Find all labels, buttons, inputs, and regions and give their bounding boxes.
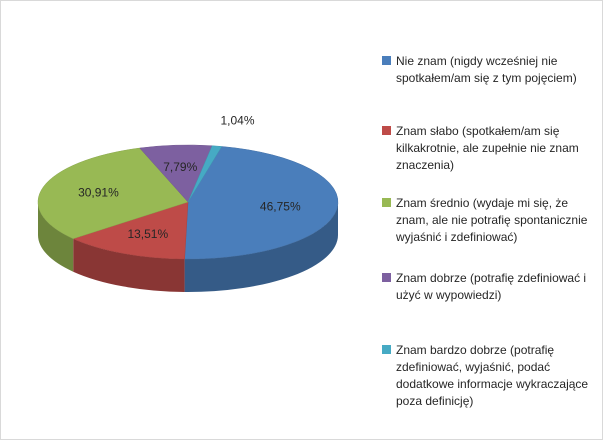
legend-swatch-1	[382, 56, 391, 65]
data-label-4: 7,79%	[163, 160, 197, 174]
legend-swatch-5	[382, 345, 391, 354]
slice-side-2	[73, 238, 185, 292]
legend-item-1: Nie znam (nigdy wcześniej nie spotkałem/…	[382, 53, 592, 87]
pie-chart: 46,75% 13,51% 30,91% 7,79% 1,04%	[37, 113, 339, 292]
legend-label-2: Znam słabo (spotkałem/am się kilkakrotni…	[396, 124, 579, 172]
legend-swatch-4	[382, 273, 391, 282]
legend-item-5: Znam bardzo dobrze (potrafię zdefiniować…	[382, 342, 592, 410]
slice-side-1	[184, 202, 338, 292]
slice-3	[37, 147, 189, 239]
data-label-3: 30,91%	[78, 186, 119, 200]
slice-5	[187, 145, 223, 203]
legend-swatch-2	[382, 126, 391, 135]
legend-item-4: Znam dobrze (potrafię zdefiniować i użyć…	[382, 270, 592, 304]
pie-sides	[38, 202, 338, 292]
data-label-1: 46,75%	[260, 199, 301, 213]
data-label-2: 13,51%	[127, 227, 168, 241]
legend-label-5: Znam bardzo dobrze (potrafię zdefiniować…	[396, 343, 589, 408]
legend-label-1: Nie znam (nigdy wcześniej nie spotkałem/…	[396, 54, 577, 85]
legend-swatch-3	[382, 198, 391, 207]
legend-item-2: Znam słabo (spotkałem/am się kilkakrotni…	[382, 123, 592, 174]
slice-1	[184, 146, 339, 260]
legend-label-3: Znam średnio (wydaje mi się, że znam, al…	[396, 196, 588, 244]
legend-item-3: Znam średnio (wydaje mi się, że znam, al…	[382, 195, 592, 246]
slice-2	[72, 201, 189, 260]
legend-label-4: Znam dobrze (potrafię zdefiniować i użyć…	[396, 271, 587, 302]
pie-tops	[37, 144, 339, 260]
data-labels: 46,75% 13,51% 30,91% 7,79% 1,04%	[78, 113, 301, 240]
data-label-5: 1,04%	[220, 113, 254, 127]
slice-side-3	[38, 202, 74, 272]
